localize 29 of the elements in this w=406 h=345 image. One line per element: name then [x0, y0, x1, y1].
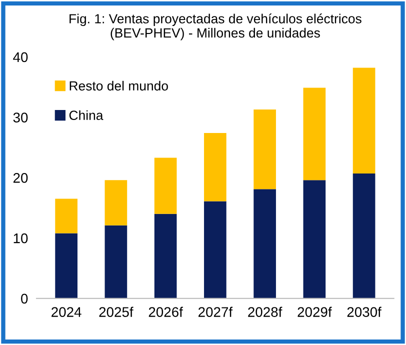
chart-title: Fig. 1: Ventas proyectadas de vehículos eléctricos (BEV-PHEV) - Millones de unidades [70, 14, 362, 40]
bar [55, 233, 78, 298]
bar [104, 225, 128, 298]
bar [254, 109, 276, 190]
bar [55, 198, 78, 234]
x-tick-label: 2026f [148, 306, 183, 317]
y-tick-label: 40 [13, 52, 28, 62]
legend-label: Resto del mundo [70, 80, 168, 91]
y-tick-label: 20 [13, 173, 28, 183]
legend-label: China [69, 110, 104, 120]
bar [352, 173, 376, 298]
bar [204, 201, 226, 298]
bar [352, 68, 376, 174]
bar [104, 180, 128, 226]
x-tick-label: 2030f [347, 306, 382, 317]
y-tick-label: 30 [13, 112, 28, 122]
y-tick-label: 0 [21, 294, 28, 304]
x-tick-label: 2024 [52, 307, 82, 317]
x-tick-label: 2027f [198, 306, 233, 317]
bar [303, 180, 326, 298]
bar [204, 133, 226, 202]
bar [254, 189, 276, 298]
x-tick-label: 2029f [298, 306, 332, 317]
bar [154, 214, 177, 298]
bar [303, 88, 326, 180]
x-tick-label: 2025f [99, 306, 134, 317]
x-tick-label: 2028f [248, 306, 282, 317]
bar [154, 158, 177, 214]
y-tick-label: 10 [14, 233, 28, 244]
